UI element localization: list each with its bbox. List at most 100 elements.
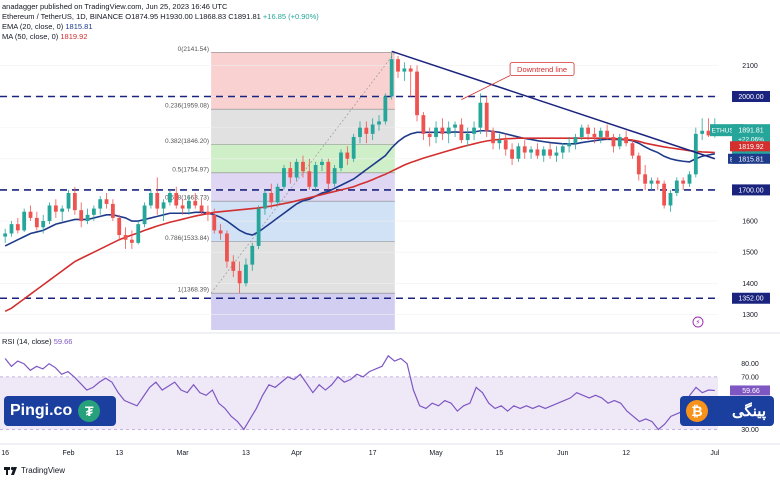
candle-body [282, 168, 286, 187]
candle [117, 214, 122, 240]
candle [662, 180, 667, 209]
ma-legend[interactable]: MA (50, close, 0) 1819.92 [2, 32, 88, 41]
candle-body [351, 136, 356, 159]
symbol-name[interactable]: Ethereum / TetherUS, 1D, BINANCE [2, 12, 124, 21]
rsi-tag-value: 59.66 [742, 388, 760, 395]
candle-body [358, 127, 362, 137]
candle-body [269, 193, 274, 203]
candle-body [706, 130, 711, 136]
ema-legend[interactable]: EMA (20, close, 0) 1815.81 [2, 22, 93, 31]
fib-zone-below [211, 293, 395, 330]
candle-body [237, 270, 242, 284]
candle-body [377, 121, 381, 125]
candle [472, 121, 476, 141]
rsi-legend[interactable]: RSI (14, close) 59.66 [2, 337, 72, 346]
fib-diagonal [210, 52, 396, 294]
candle-body [611, 136, 616, 147]
candle [47, 202, 52, 225]
candle [541, 146, 546, 162]
fib-zone-0 [211, 52, 395, 110]
candle [123, 227, 128, 250]
tradingview-footer[interactable]: TradingView [4, 466, 65, 475]
candle-body [364, 127, 369, 134]
candle-body [503, 140, 508, 150]
candle [370, 118, 375, 141]
candle [218, 224, 223, 240]
candle [41, 214, 46, 234]
ema-tag-value: 1815.81 [738, 156, 763, 163]
tradingview-logo-icon [4, 466, 17, 475]
price-tick-1: 1400 [742, 281, 758, 288]
candle [586, 124, 591, 141]
time-axis: 16 Feb 13 Mar 13 Apr 17 May 15 Jun 12 Jul [0, 443, 780, 457]
candle [364, 121, 369, 144]
time-label-6: 17 [369, 450, 377, 457]
candle-body [402, 68, 407, 72]
candle [85, 208, 90, 225]
rsi-line [4, 354, 715, 431]
candle [212, 208, 217, 234]
candle-body [415, 71, 419, 116]
candle-body [693, 133, 698, 175]
rsi-value: 59.66 [53, 337, 73, 346]
candle-body [700, 130, 705, 134]
candle-body [681, 180, 686, 184]
tether-icon: ₮ [78, 400, 101, 422]
candle-body [53, 205, 58, 212]
candle-body [408, 68, 413, 72]
candle-body [320, 161, 324, 165]
candle-body [104, 199, 109, 204]
rsi-tag-bg [732, 385, 770, 396]
candle [668, 189, 673, 212]
candle-body [244, 264, 248, 284]
time-label-3: Mar [177, 450, 190, 457]
lightning-icon [692, 316, 704, 328]
candle [269, 183, 274, 209]
candle [529, 146, 533, 159]
candle [15, 217, 20, 234]
candle [199, 199, 204, 215]
candle [554, 146, 559, 162]
candle-body [301, 161, 305, 172]
candle-body [263, 193, 267, 209]
ma-tag-bg [732, 141, 770, 152]
candle [510, 143, 514, 165]
candle-body [294, 161, 299, 178]
candle-body [199, 205, 204, 212]
candle-body [212, 214, 217, 231]
price-tick-2: 1500 [742, 250, 758, 257]
candle [110, 199, 115, 222]
candle-body [516, 146, 521, 159]
candle-body [668, 193, 673, 206]
candle [706, 118, 711, 137]
candle [149, 189, 153, 209]
candle [605, 124, 610, 141]
candle-body [187, 200, 191, 209]
fib-label-1: 0.236(1959.08) [165, 103, 209, 110]
candle-body [567, 143, 571, 147]
candle-body [275, 186, 280, 203]
candle [307, 158, 312, 190]
candle-body [313, 164, 318, 187]
candle [345, 146, 350, 165]
candle [91, 205, 96, 222]
candle [34, 211, 39, 231]
candle [237, 261, 242, 294]
candle-body [592, 133, 597, 137]
candle-body [491, 130, 495, 144]
candle [22, 208, 27, 232]
candle [250, 242, 255, 271]
candle [459, 118, 464, 144]
price-tag-value: 1891.81 [738, 128, 763, 135]
candle [244, 258, 248, 287]
level-tag-bg-1 [732, 184, 770, 196]
price-change: +16.85 (+0.90%) [262, 12, 319, 21]
candle-body [643, 174, 648, 184]
candle-body [535, 149, 540, 156]
downtrend-line [391, 50, 716, 160]
candle-body [206, 211, 210, 215]
fib-zone-1 [211, 109, 395, 145]
candle [408, 65, 413, 97]
price-tick-0: 1300 [742, 312, 758, 319]
